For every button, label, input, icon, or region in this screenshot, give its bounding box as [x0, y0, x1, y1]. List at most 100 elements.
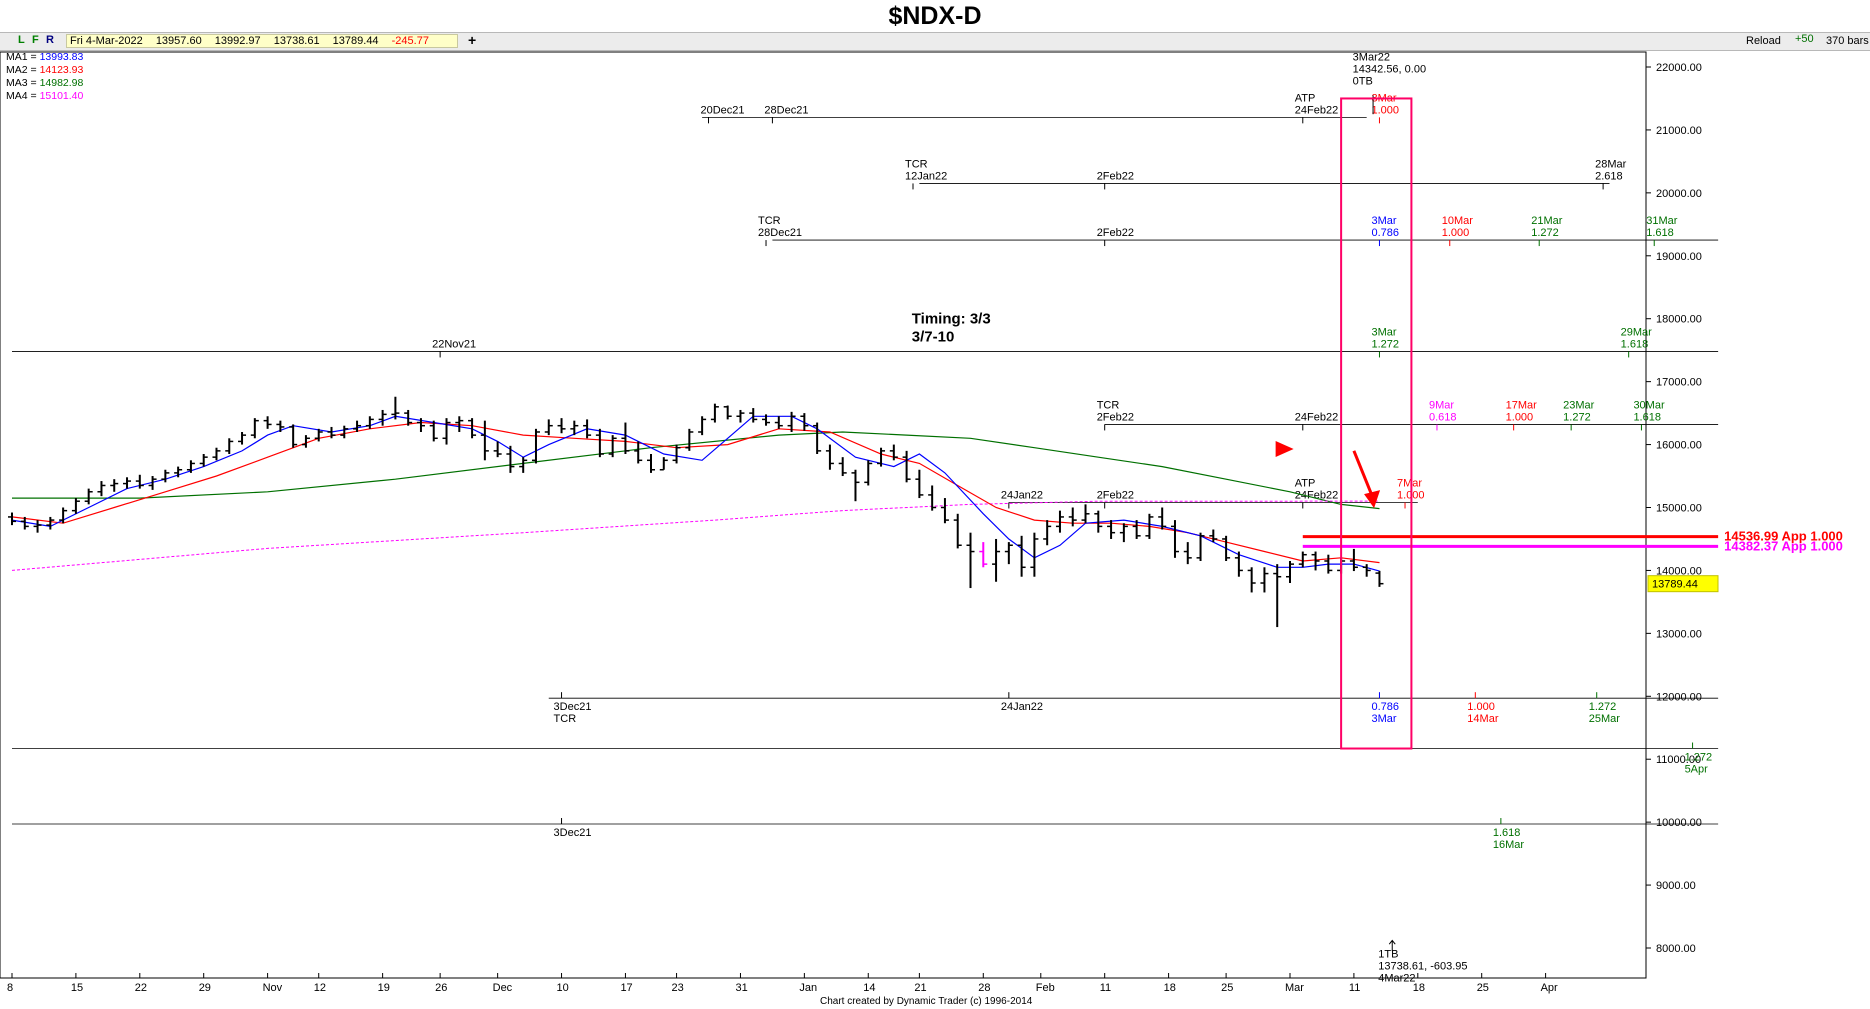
- ohlc-bar: [1324, 554, 1333, 574]
- ohlc-bar: [365, 416, 374, 429]
- ohlc-bar: [570, 420, 579, 436]
- date-tick-label: 10: [557, 982, 569, 994]
- cycle-label: 23Mar: [1563, 399, 1595, 411]
- ohlc-bar: [813, 422, 822, 455]
- ma4-legend-item: MA4 = 15101.40: [6, 90, 84, 102]
- ohlc-bar: [84, 488, 93, 505]
- cycle-label: 12Jan22: [905, 170, 947, 182]
- cycle-label: ATP: [1295, 92, 1316, 104]
- last-price-box: [1647, 575, 1719, 593]
- ohlc-bar: [1145, 513, 1154, 539]
- date-tick-label: 29: [199, 982, 211, 994]
- ohlc-bar: [46, 516, 55, 530]
- ohlc-bar: [186, 460, 195, 473]
- ohlc-bar: [429, 420, 438, 442]
- cycle-label: 14Mar: [1467, 713, 1499, 725]
- date-tick-label: 14: [863, 982, 875, 994]
- date-tick-label: Feb: [1036, 982, 1055, 994]
- cycle-label: 1.272: [1531, 227, 1559, 239]
- ohlc-low: 13738.61: [273, 35, 320, 47]
- cycle-label: 28Dec21: [758, 227, 802, 239]
- ohlc-bar: [1298, 551, 1307, 568]
- toolbar: L F R Fri 4-Mar-2022 13957.60 13992.97 1…: [0, 32, 1870, 51]
- ohlc-bar: [1170, 520, 1179, 558]
- reload-button[interactable]: Reload: [1746, 35, 1781, 47]
- price-tick-label: 9000.00: [1656, 880, 1696, 892]
- ma3-line: [12, 431, 1380, 510]
- credit-text: Chart created by Dynamic Trader (c) 1996…: [820, 996, 1033, 1007]
- price-tick-label: 14000.00: [1656, 565, 1702, 577]
- cycle-label: 30Mar: [1633, 399, 1665, 411]
- ohlc-bar: [480, 420, 489, 461]
- ohlc-bar: [1158, 507, 1167, 530]
- toolbar-button-l[interactable]: L: [18, 34, 25, 46]
- cycle-label: 1.000: [1442, 227, 1470, 239]
- price-tick-label: 13000.00: [1656, 628, 1702, 640]
- add-button[interactable]: +: [468, 32, 477, 48]
- price-tick-label: 19000.00: [1656, 251, 1702, 263]
- ohlc-bar: [953, 513, 962, 549]
- date-tick-label: Mar: [1285, 982, 1304, 994]
- cycle-label: TCR: [1097, 399, 1120, 411]
- annotation-text: 3/7-10: [912, 329, 955, 346]
- date-tick-label: Nov: [263, 982, 283, 994]
- ohlc-bar: [20, 516, 29, 530]
- toolbar-button-f[interactable]: F: [32, 34, 39, 46]
- date-tick-label: 19: [378, 982, 390, 994]
- date-tick-label: 23: [672, 982, 684, 994]
- ohlc-bar: [1030, 532, 1039, 577]
- ohlc-date: Fri 4-Mar-2022: [70, 35, 143, 47]
- price-tick-label: 11000.00: [1656, 754, 1701, 766]
- ohlc-bar: [442, 418, 451, 445]
- ohlc-bar: [1004, 542, 1013, 565]
- ohlc-bar: [289, 424, 298, 448]
- price-tick-label: 22000.00: [1656, 62, 1702, 74]
- annotation-text: 3Mar22: [1353, 52, 1390, 64]
- price-tick-label: 10000.00: [1656, 817, 1702, 829]
- date-tick-label: 28: [978, 982, 990, 994]
- ohlc-bar: [1055, 510, 1064, 533]
- date-tick-label: 18: [1413, 982, 1425, 994]
- cycle-label: 24Jan22: [1001, 489, 1043, 501]
- ohlc-bar: [468, 418, 477, 439]
- cycle-label: 1.618: [1493, 827, 1521, 839]
- ohlc-bar: [238, 431, 247, 445]
- date-tick-label: 15: [71, 982, 83, 994]
- cycle-label: 3Mar: [1371, 215, 1396, 227]
- ohlc-bar: [1196, 532, 1205, 561]
- cycle-label: 0.618: [1429, 411, 1457, 423]
- cycle-label: 22Nov21: [432, 338, 476, 350]
- cycle-label: 3Mar: [1371, 326, 1396, 338]
- ohlc-bar: [225, 438, 234, 455]
- ohlc-bar: [736, 409, 745, 423]
- cycle-label: 1.618: [1621, 338, 1649, 350]
- plot-frame: [0, 51, 1647, 979]
- cycle-label: 1.000: [1467, 701, 1495, 713]
- ma2-legend-item: MA2 = 14123.93: [6, 64, 84, 76]
- ohlc-bar: [595, 428, 604, 458]
- cycle-label: 24Feb22: [1295, 104, 1338, 116]
- ma-legend: MA1 = 13993.83 MA2 = 14123.93 MA3 = 1498…: [6, 51, 83, 103]
- toolbar-button-r[interactable]: R: [46, 34, 54, 46]
- ohlc-bar: [301, 435, 310, 448]
- annotation-text: 14342.56, 0.00: [1353, 64, 1426, 76]
- ohlc-bar: [455, 416, 464, 432]
- price-tick-label: 8000.00: [1656, 943, 1696, 955]
- ohlc-bar: [199, 454, 208, 467]
- ohlc-bar: [1286, 560, 1294, 584]
- ohlc-bar: [531, 428, 540, 464]
- annotation-text: 4Mar22: [1378, 972, 1415, 984]
- ohlc-bar: [889, 444, 898, 461]
- cycle-label: 24Feb22: [1295, 411, 1338, 423]
- cycle-label: 29Mar: [1621, 326, 1653, 338]
- ohlc-bar: [1375, 570, 1384, 587]
- cycle-label: 0.786: [1371, 227, 1399, 239]
- ohlc-bar: [59, 507, 68, 524]
- ohlc-bar: [1311, 551, 1320, 571]
- ohlc-bar: [710, 403, 719, 423]
- bars-step-button[interactable]: +50: [1795, 33, 1814, 45]
- ohlc-bar: [774, 416, 783, 429]
- annotation-text: 1TB: [1378, 948, 1398, 960]
- ohlc-bar: [506, 445, 515, 473]
